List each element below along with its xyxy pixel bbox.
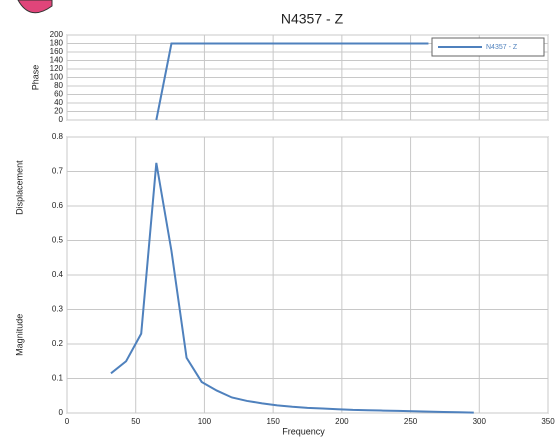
y-tick-label: 0.2: [52, 339, 64, 348]
y-tick-label: 0.4: [52, 270, 64, 279]
y-tick-label: 140: [50, 56, 64, 65]
legend-box: [431, 37, 545, 57]
y-tick-label: 80: [54, 81, 63, 90]
x-tick-label: 0: [65, 417, 70, 426]
x-tick-label: 250: [404, 417, 418, 426]
x-tick-label: 50: [131, 417, 140, 426]
legend-label: N4357 - Z: [486, 44, 518, 51]
data-line: [110, 162, 474, 414]
y-tick-label: 0.3: [52, 305, 64, 314]
y-tick-label: 200: [50, 30, 64, 39]
decorative-icon: [17, 0, 53, 14]
y-tick-label: 160: [50, 47, 64, 56]
x-axis-label: Frequency: [282, 426, 325, 436]
chart-title: N4357 - Z: [281, 11, 344, 27]
y-tick-label: 120: [50, 64, 64, 73]
y-tick-label: 0.6: [52, 201, 64, 210]
y-tick-label: 0.7: [52, 167, 64, 176]
x-tick-label: 350: [541, 417, 555, 426]
y-tick-label: 0.5: [52, 236, 64, 245]
y-axis-label: Displacement: [14, 160, 24, 215]
y-axis-label: Phase: [30, 65, 40, 91]
x-tick-label: 100: [198, 417, 212, 426]
x-tick-label: 300: [473, 417, 487, 426]
y-tick-label: 0: [59, 115, 64, 124]
y-tick-label: 60: [54, 90, 63, 99]
y-tick-label: 40: [54, 98, 63, 107]
data-line: [155, 42, 429, 121]
x-tick-label: 150: [266, 417, 280, 426]
y-tick-label: 180: [50, 39, 64, 48]
y-tick-label: 20: [54, 107, 63, 116]
y-tick-label: 0.1: [52, 374, 64, 383]
y-tick-label: 100: [50, 73, 64, 82]
x-tick-label: 200: [335, 417, 349, 426]
y-tick-label: 0.8: [52, 132, 64, 141]
y-tick-label: 0: [59, 408, 64, 417]
y-axis-label: Magnitude: [14, 314, 24, 356]
